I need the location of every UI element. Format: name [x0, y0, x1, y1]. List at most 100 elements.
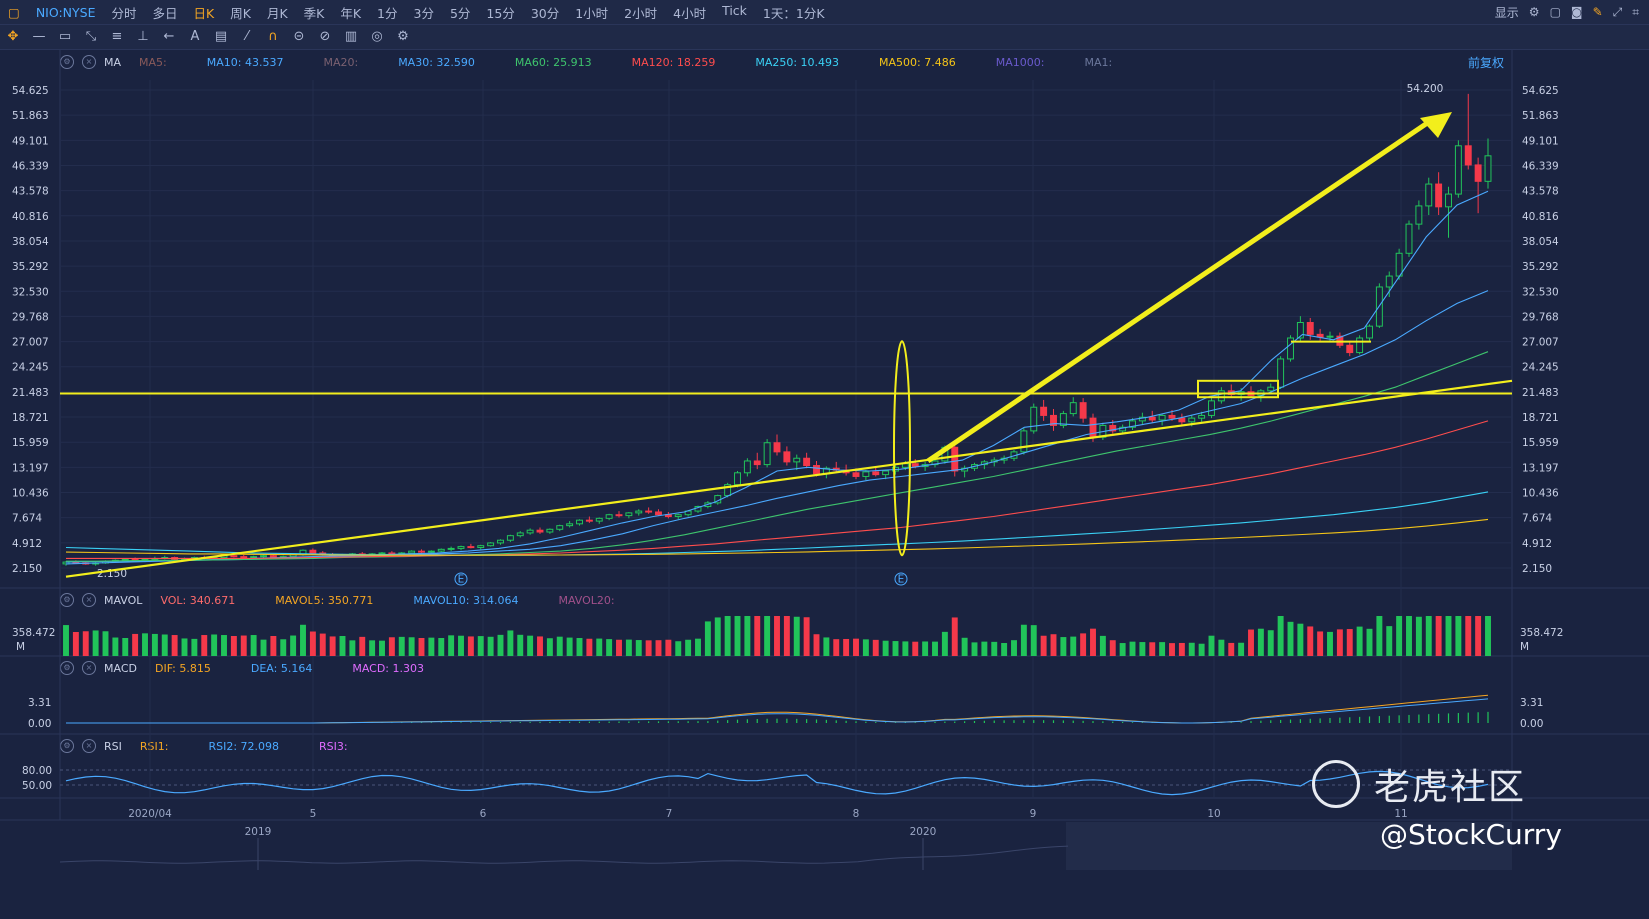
candle-body [477, 545, 485, 549]
panel-toggle-icon[interactable]: ▢ [8, 4, 20, 20]
layout-icon[interactable]: ▢ [1549, 5, 1561, 19]
candle-body [457, 546, 465, 549]
volume-bar [853, 638, 859, 656]
line-tool-icon[interactable]: — [32, 29, 46, 44]
volume-bar [329, 636, 336, 656]
timeframe-tab[interactable]: 2小时 [624, 5, 658, 21]
fib-tool-icon[interactable]: ≡ [111, 29, 123, 44]
timeframe-tab[interactable]: 分时 [111, 5, 137, 21]
volume-bar [556, 636, 563, 656]
timeframe-tab[interactable]: Tick [722, 2, 747, 18]
timeframe-tab[interactable]: 多日 [152, 5, 178, 21]
trendline [65, 379, 1513, 578]
candle-body [1059, 413, 1067, 426]
volume-bar [912, 641, 919, 656]
timeframe-tab[interactable]: 30分 [530, 5, 560, 21]
hide-icon[interactable]: ⊘ [319, 29, 331, 44]
volume-bar [319, 633, 326, 656]
volume-bar [161, 634, 168, 656]
tool-settings-icon[interactable]: ⚙ [397, 29, 409, 44]
measure-tool-icon[interactable]: ⊥ [137, 29, 149, 44]
camera-icon[interactable]: ◙ [1570, 5, 1583, 19]
volume-bar [606, 639, 613, 656]
candle-body [427, 550, 435, 553]
fq-menu-icon[interactable]: ⌗ [1632, 4, 1639, 19]
trend-tool-icon[interactable]: ⤡ [85, 29, 97, 44]
timeframe-tab[interactable]: 月K [266, 5, 288, 21]
mavol-close-icon[interactable]: × [82, 593, 96, 607]
price-tick-left: 54.625 [12, 85, 49, 97]
pen-icon[interactable]: ✎ [1592, 5, 1603, 19]
volume-bar [1475, 616, 1482, 656]
volume-bar [458, 635, 464, 656]
price-tick-right: 21.483 [1522, 387, 1559, 399]
candle-body [1435, 183, 1443, 208]
volume-bar [764, 616, 771, 656]
rect-tool-icon[interactable]: ▭ [58, 29, 72, 44]
ma-legend-value: MA60: 25.913 [514, 55, 592, 69]
magnet-icon[interactable]: ∩ [268, 29, 278, 44]
timeframe-tab[interactable]: 日K [193, 5, 215, 21]
volume-bar [586, 638, 593, 656]
ma-close-icon[interactable]: × [82, 55, 96, 69]
volume-bar [1070, 636, 1077, 656]
fq-button[interactable]: 前复权 [1468, 56, 1505, 70]
volume-bar [379, 640, 385, 656]
macd-close-icon[interactable]: × [82, 661, 96, 675]
text-tool-icon[interactable]: A [190, 29, 200, 44]
timeframe-tab[interactable]: 1天：1分K [762, 5, 825, 21]
eye-icon[interactable]: ◎ [371, 29, 383, 44]
comment-tool-icon[interactable]: ▤ [214, 29, 228, 44]
volume-bar [1198, 643, 1205, 656]
candle-body [1474, 164, 1482, 182]
volume-bar [744, 616, 751, 656]
candle-body [467, 546, 475, 549]
fullscreen-icon[interactable]: ⤢ [1612, 4, 1623, 19]
mavol-legend-value: MAVOL10: 314.064 [413, 593, 519, 607]
volume-bar [151, 633, 158, 656]
ma-legend-value: MA1: [1084, 55, 1113, 69]
timeframe-tab[interactable]: 周K [230, 5, 251, 21]
price-tick-right: 43.578 [1522, 186, 1559, 198]
candle-body [862, 471, 870, 477]
ma-legend-value: MA500: 7.486 [879, 55, 956, 69]
candle-body [1296, 322, 1304, 339]
timeframe-tab[interactable]: 季K [303, 5, 325, 21]
symbol-label[interactable]: NIO:NYSE [35, 4, 96, 20]
timeframe-tab[interactable]: 15分 [486, 5, 515, 21]
candle-body [674, 514, 682, 518]
volume-bar [823, 637, 830, 656]
lock-icon[interactable]: ⊝ [293, 29, 305, 44]
volume-bar [1455, 616, 1462, 656]
trash-icon[interactable]: ▥ [344, 29, 358, 44]
volume-bar [882, 640, 889, 656]
candle-body [1148, 416, 1156, 421]
candle-body [625, 512, 633, 517]
brush-tool-icon[interactable]: ⁄ [245, 29, 249, 44]
timeframe-tab[interactable]: 1分 [377, 5, 398, 21]
crosshair-icon[interactable]: ✥ [7, 29, 19, 44]
timeframe-tab[interactable]: 3分 [413, 5, 434, 21]
timeframe-tab[interactable]: 4小时 [673, 5, 707, 21]
settings-icon[interactable]: ⚙ [1528, 5, 1540, 19]
rsi-line [65, 770, 1489, 796]
volume-bar [132, 633, 139, 656]
candle-body [1484, 155, 1492, 182]
candle-body [1306, 322, 1314, 335]
volume-bar [813, 634, 820, 656]
rsi-close-icon[interactable]: × [82, 739, 96, 753]
volume-bar [596, 638, 603, 656]
timeframe-tab[interactable]: 5分 [449, 5, 471, 21]
candle-body [1198, 414, 1206, 419]
display-menu[interactable]: 显示 [1494, 5, 1519, 20]
candle-body [546, 528, 554, 533]
year-label: 2019 [245, 826, 272, 838]
volume-bar [122, 638, 129, 656]
arrow-tool-icon[interactable]: ← [163, 29, 175, 44]
breakout-ellipse [893, 340, 911, 557]
volume-bar [230, 636, 237, 656]
timeframe-tab[interactable]: 年K [340, 5, 362, 21]
timeframe-tab[interactable]: 1小时 [575, 5, 609, 21]
macd-name: MACD [104, 661, 137, 675]
